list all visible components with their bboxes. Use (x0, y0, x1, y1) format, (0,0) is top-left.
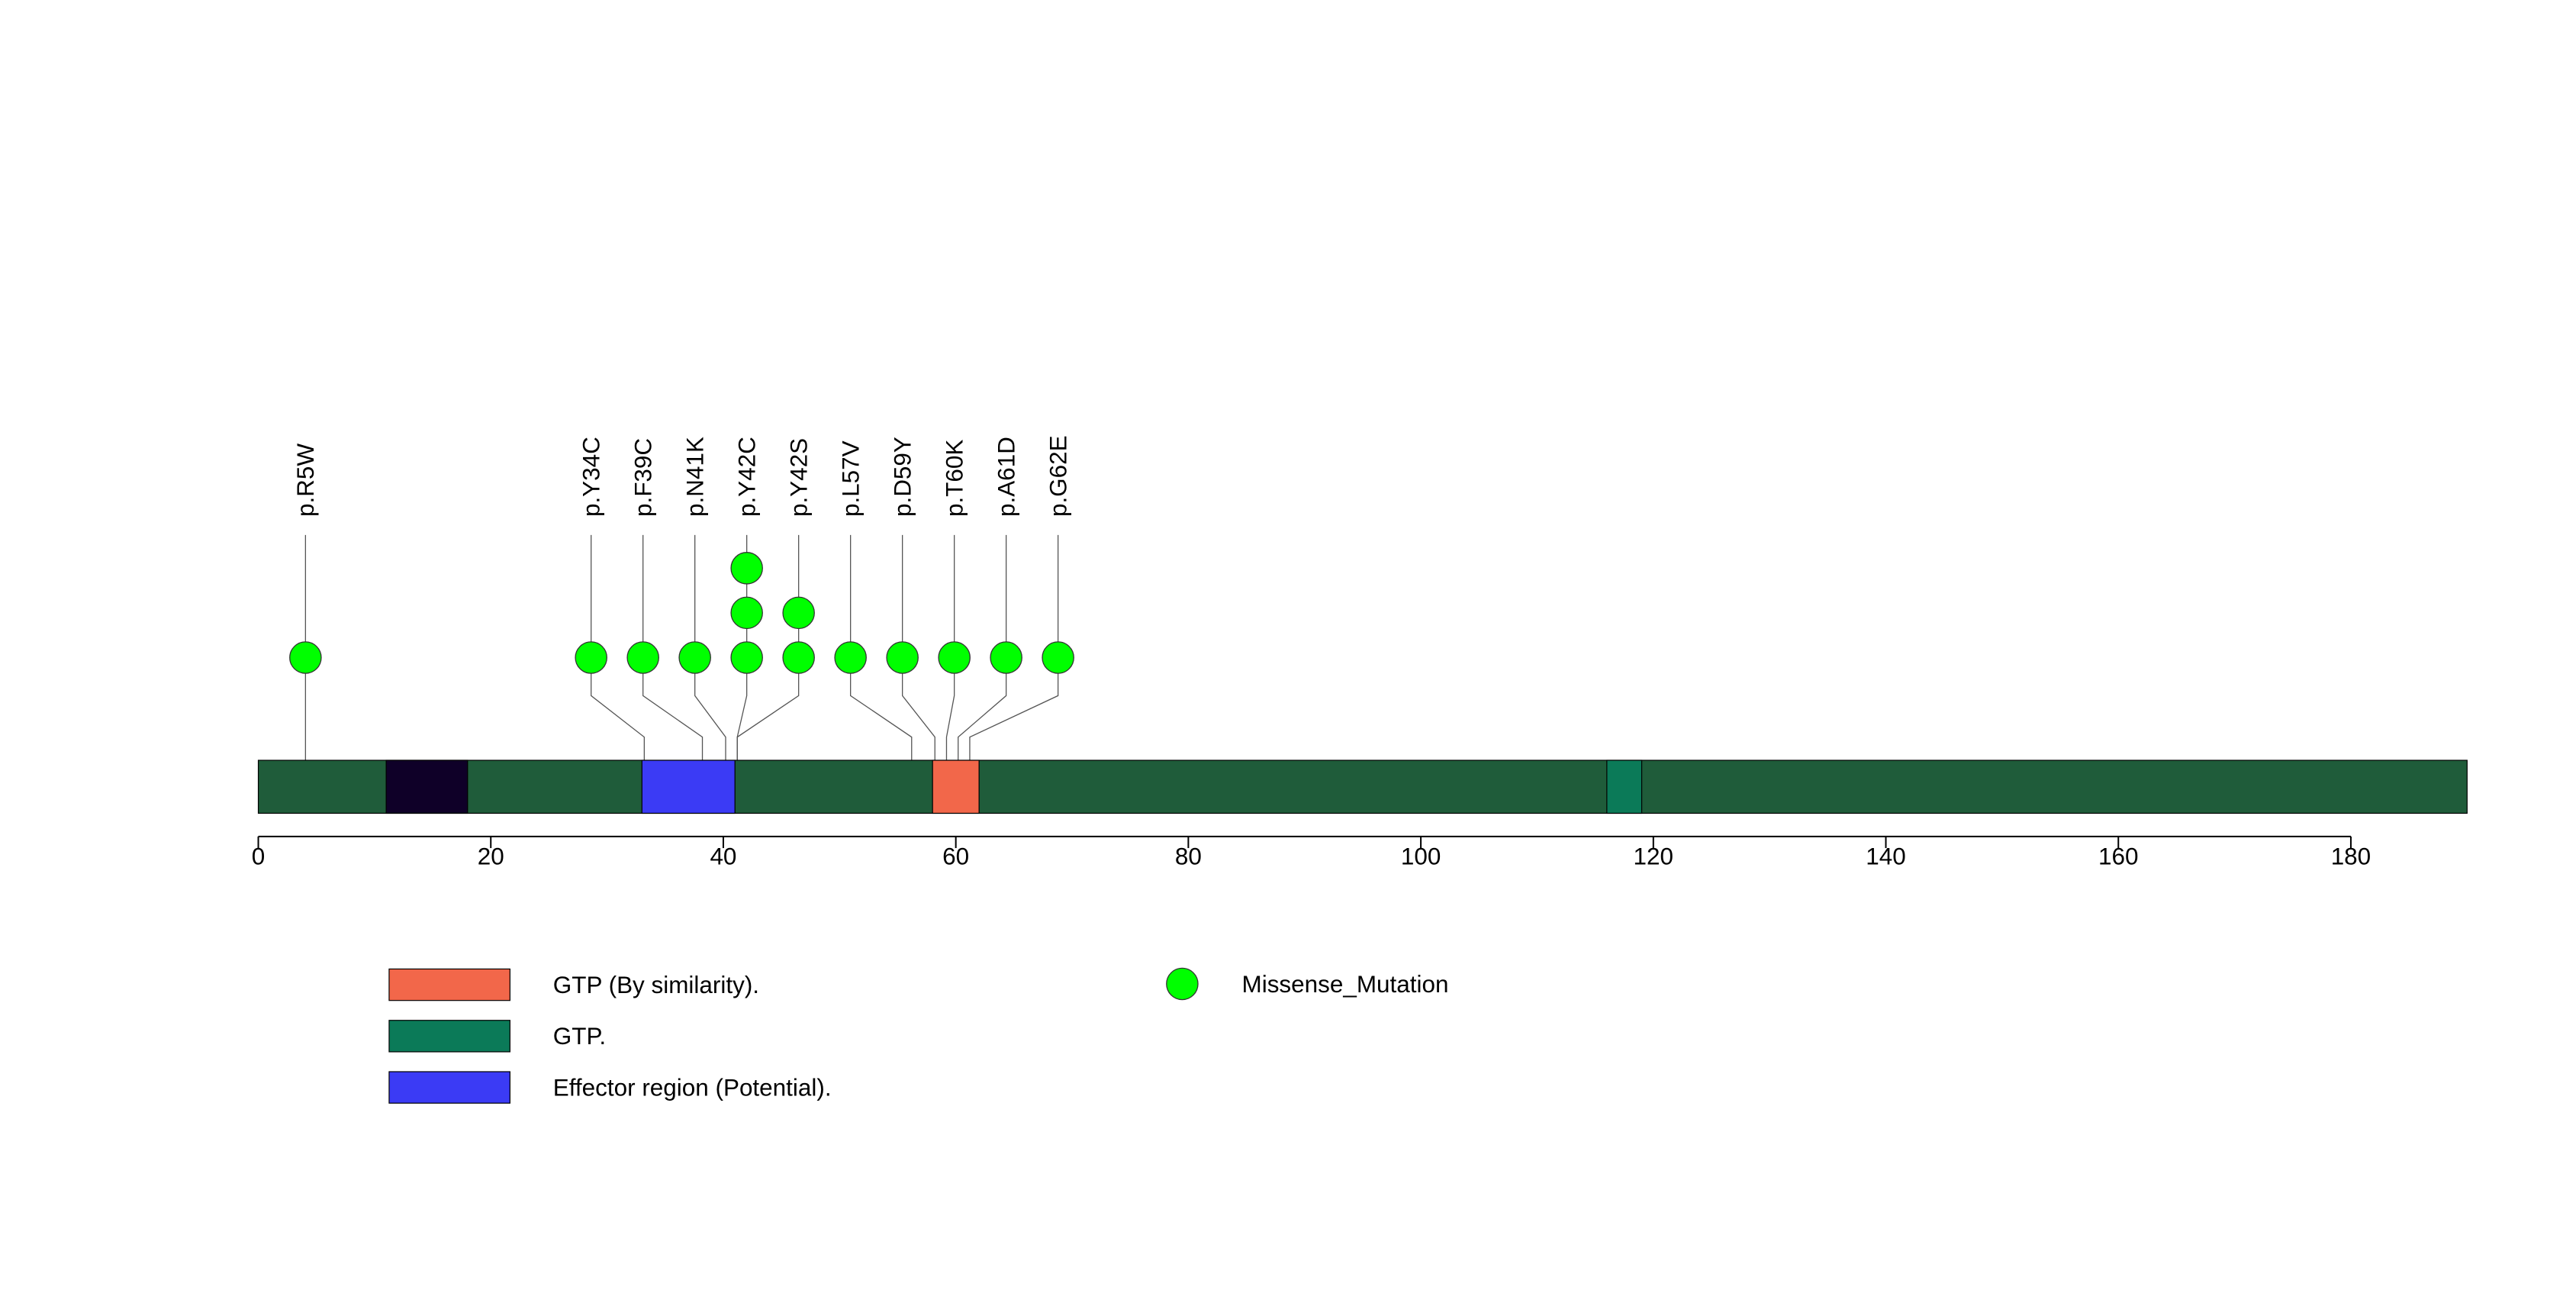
legend-swatch-1 (388, 1020, 510, 1053)
x-tick-label-60: 60 (942, 843, 969, 870)
mutation-label-8: p.T60K (941, 440, 968, 517)
mutation-dot-3-0 (678, 641, 711, 674)
x-tick-label-0: 0 (252, 843, 266, 870)
mutation-dot-8-0 (938, 641, 971, 674)
x-tick-label-160: 160 (2098, 843, 2138, 870)
x-tick-label-120: 120 (1634, 843, 1673, 870)
mutation-dot-7-0 (886, 641, 919, 674)
mutation-label-3: p.N41K (682, 437, 709, 517)
legend-label-1: GTP. (553, 1023, 606, 1050)
x-tick-label-180: 180 (2331, 843, 2371, 870)
mutation-dot-4-0 (730, 641, 763, 674)
x-tick-label-100: 100 (1401, 843, 1441, 870)
mutation-label-2: p.F39C (630, 438, 657, 517)
mutation-label-1: p.Y34C (578, 437, 605, 517)
mutation-dot-0-0 (289, 641, 322, 674)
legend-mutation-label-0: Missense_Mutation (1242, 971, 1449, 998)
protein-backbone-layer (257, 759, 2468, 814)
x-tick-label-140: 140 (1866, 843, 1905, 870)
legend-swatch-2 (388, 1071, 510, 1104)
x-axis: 0 20 40 60 80 100 120 140 160 180 (252, 835, 2371, 870)
mutation-label-10: p.G62E (1045, 435, 1071, 517)
mutation-label-6: p.L57V (838, 440, 865, 517)
mutation-dot-2-0 (626, 641, 659, 674)
x-tick-label-20: 20 (478, 843, 504, 870)
mutation-dot-10-0 (1042, 641, 1074, 674)
mutation-label-5: p.Y42S (786, 438, 813, 517)
mutation-dot-4-1 (730, 596, 763, 630)
domain-0 (385, 759, 469, 814)
domain-1 (641, 759, 736, 814)
mutation-lollipops: p.R5W p.Y34C p.F39C p.N41K p.Y42C p.Y42S p.L57… (289, 435, 1074, 674)
domain-2 (932, 759, 980, 814)
legend-dot-0 (1166, 967, 1199, 1001)
domain-3 (1606, 759, 1643, 814)
mutation-dot-9-0 (990, 641, 1022, 674)
protein-backbone (257, 759, 2468, 814)
mutation-label-9: p.A61D (993, 437, 1019, 517)
mutation-dot-4-2 (730, 552, 763, 585)
mutation-dot-6-0 (834, 641, 867, 674)
mutation-label-0: p.R5W (292, 443, 319, 517)
mutation-dot-5-1 (782, 596, 815, 630)
legend-label-0: GTP (By similarity). (553, 972, 759, 998)
legend-label-2: Effector region (Potential). (553, 1074, 832, 1101)
x-tick-label-40: 40 (710, 843, 736, 870)
legend-swatch-0 (388, 968, 510, 1001)
mutation-label-7: p.D59Y (890, 437, 916, 517)
mutation-dot-5-0 (782, 641, 815, 674)
mutation-label-4: p.Y42C (734, 437, 761, 517)
mutation-dot-1-0 (575, 641, 607, 674)
legend: GTP (By similarity). GTP. Effector region … (388, 967, 1449, 1104)
x-tick-label-80: 80 (1175, 843, 1202, 870)
